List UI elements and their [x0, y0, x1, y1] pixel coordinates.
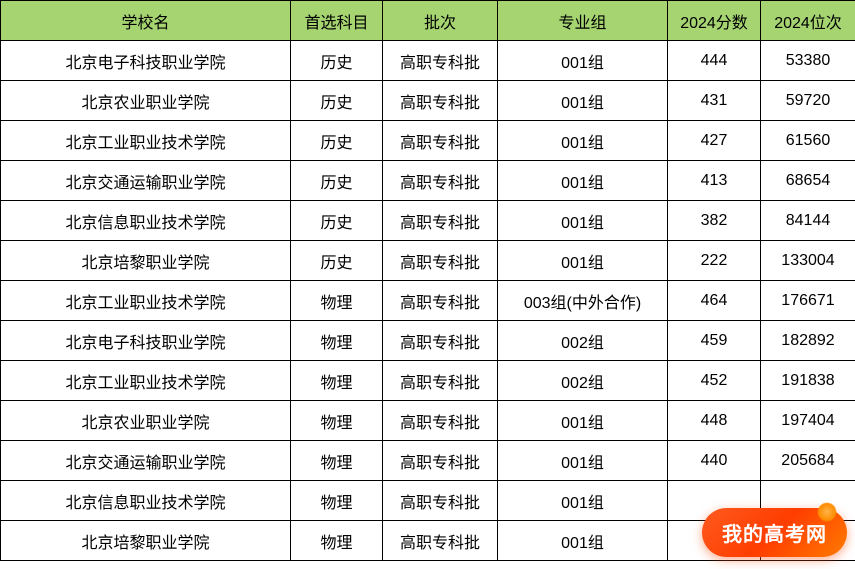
table-cell: 001组: [498, 41, 668, 81]
admissions-table: 学校名首选科目批次专业组2024分数2024位次 北京电子科技职业学院历史高职专…: [0, 0, 855, 561]
table-cell: 北京交通运输职业学院: [1, 441, 291, 481]
site-badge: 我的高考网: [702, 508, 847, 557]
table-cell: 高职专科批: [383, 361, 498, 401]
table-cell: 高职专科批: [383, 441, 498, 481]
table-row: 北京农业职业学院历史高职专科批001组43159720: [1, 81, 855, 121]
table-row: 北京电子科技职业学院历史高职专科批001组44453380: [1, 41, 855, 81]
table-cell: 413: [668, 161, 761, 201]
table-cell: 003组(中外合作): [498, 281, 668, 321]
table-cell: 北京工业职业技术学院: [1, 121, 291, 161]
table-cell: 高职专科批: [383, 281, 498, 321]
table-cell: 431: [668, 81, 761, 121]
table-cell: 001组: [498, 161, 668, 201]
table-cell: 北京电子科技职业学院: [1, 41, 291, 81]
table-cell: 历史: [291, 241, 383, 281]
table-cell: 440: [668, 441, 761, 481]
table-cell: 84144: [761, 201, 855, 241]
table-cell: 北京农业职业学院: [1, 81, 291, 121]
table-cell: 464: [668, 281, 761, 321]
table-cell: 68654: [761, 161, 855, 201]
table-cell: 北京交通运输职业学院: [1, 161, 291, 201]
table-cell: 物理: [291, 521, 383, 561]
table-header: 学校名首选科目批次专业组2024分数2024位次: [1, 1, 855, 41]
table-cell: 182892: [761, 321, 855, 361]
table-cell: 历史: [291, 161, 383, 201]
table-row: 北京工业职业技术学院历史高职专科批001组42761560: [1, 121, 855, 161]
table-cell: 北京信息职业技术学院: [1, 201, 291, 241]
table-cell: 北京培黎职业学院: [1, 241, 291, 281]
table-cell: 444: [668, 41, 761, 81]
table-cell: 物理: [291, 481, 383, 521]
table-row: 北京交通运输职业学院物理高职专科批001组440205684: [1, 441, 855, 481]
table-cell: 高职专科批: [383, 41, 498, 81]
badge-text: 我的高考网: [722, 524, 827, 546]
table-cell: 北京农业职业学院: [1, 401, 291, 441]
table-cell: 001组: [498, 521, 668, 561]
table-cell: 382: [668, 201, 761, 241]
table-cell: 002组: [498, 321, 668, 361]
table-cell: 002组: [498, 361, 668, 401]
table-cell: 物理: [291, 321, 383, 361]
table-cell: 001组: [498, 201, 668, 241]
table-cell: 59720: [761, 81, 855, 121]
table-cell: 191838: [761, 361, 855, 401]
column-header: 2024位次: [761, 1, 855, 41]
table-cell: 53380: [761, 41, 855, 81]
column-header: 批次: [383, 1, 498, 41]
table-row: 北京培黎职业学院历史高职专科批001组222133004: [1, 241, 855, 281]
table-row: 北京农业职业学院物理高职专科批001组448197404: [1, 401, 855, 441]
table-cell: 452: [668, 361, 761, 401]
column-header: 学校名: [1, 1, 291, 41]
table-cell: 北京工业职业技术学院: [1, 361, 291, 401]
table-cell: 001组: [498, 401, 668, 441]
table-cell: 001组: [498, 481, 668, 521]
table-cell: 001组: [498, 121, 668, 161]
table-cell: 物理: [291, 361, 383, 401]
table-cell: 高职专科批: [383, 81, 498, 121]
column-header: 首选科目: [291, 1, 383, 41]
table-cell: 高职专科批: [383, 201, 498, 241]
table-cell: 448: [668, 401, 761, 441]
table-cell: 物理: [291, 401, 383, 441]
table-cell: 北京培黎职业学院: [1, 521, 291, 561]
table-cell: 历史: [291, 201, 383, 241]
table-cell: 222: [668, 241, 761, 281]
table-body: 北京电子科技职业学院历史高职专科批001组44453380北京农业职业学院历史高…: [1, 41, 855, 561]
table-cell: 物理: [291, 281, 383, 321]
table-cell: 高职专科批: [383, 401, 498, 441]
table-cell: 历史: [291, 41, 383, 81]
table-cell: 北京信息职业技术学院: [1, 481, 291, 521]
table-cell: 北京电子科技职业学院: [1, 321, 291, 361]
column-header: 2024分数: [668, 1, 761, 41]
table-cell: 高职专科批: [383, 161, 498, 201]
table-cell: 427: [668, 121, 761, 161]
table-row: 北京交通运输职业学院历史高职专科批001组41368654: [1, 161, 855, 201]
table-cell: 61560: [761, 121, 855, 161]
table-cell: 205684: [761, 441, 855, 481]
table-cell: 001组: [498, 441, 668, 481]
table-cell: 459: [668, 321, 761, 361]
table-cell: 高职专科批: [383, 121, 498, 161]
table-cell: 176671: [761, 281, 855, 321]
table-cell: 北京工业职业技术学院: [1, 281, 291, 321]
table-cell: 物理: [291, 441, 383, 481]
table-cell: 高职专科批: [383, 321, 498, 361]
column-header: 专业组: [498, 1, 668, 41]
table-cell: 001组: [498, 81, 668, 121]
table-cell: 历史: [291, 81, 383, 121]
table-cell: 133004: [761, 241, 855, 281]
table-row: 北京信息职业技术学院历史高职专科批001组38284144: [1, 201, 855, 241]
table-row: 北京电子科技职业学院物理高职专科批002组459182892: [1, 321, 855, 361]
table-row: 北京工业职业技术学院物理高职专科批003组(中外合作)464176671: [1, 281, 855, 321]
header-row: 学校名首选科目批次专业组2024分数2024位次: [1, 1, 855, 41]
table-cell: 高职专科批: [383, 481, 498, 521]
table-cell: 历史: [291, 121, 383, 161]
table-row: 北京工业职业技术学院物理高职专科批002组452191838: [1, 361, 855, 401]
table-cell: 高职专科批: [383, 241, 498, 281]
table-cell: 197404: [761, 401, 855, 441]
table-cell: 001组: [498, 241, 668, 281]
table-cell: 高职专科批: [383, 521, 498, 561]
